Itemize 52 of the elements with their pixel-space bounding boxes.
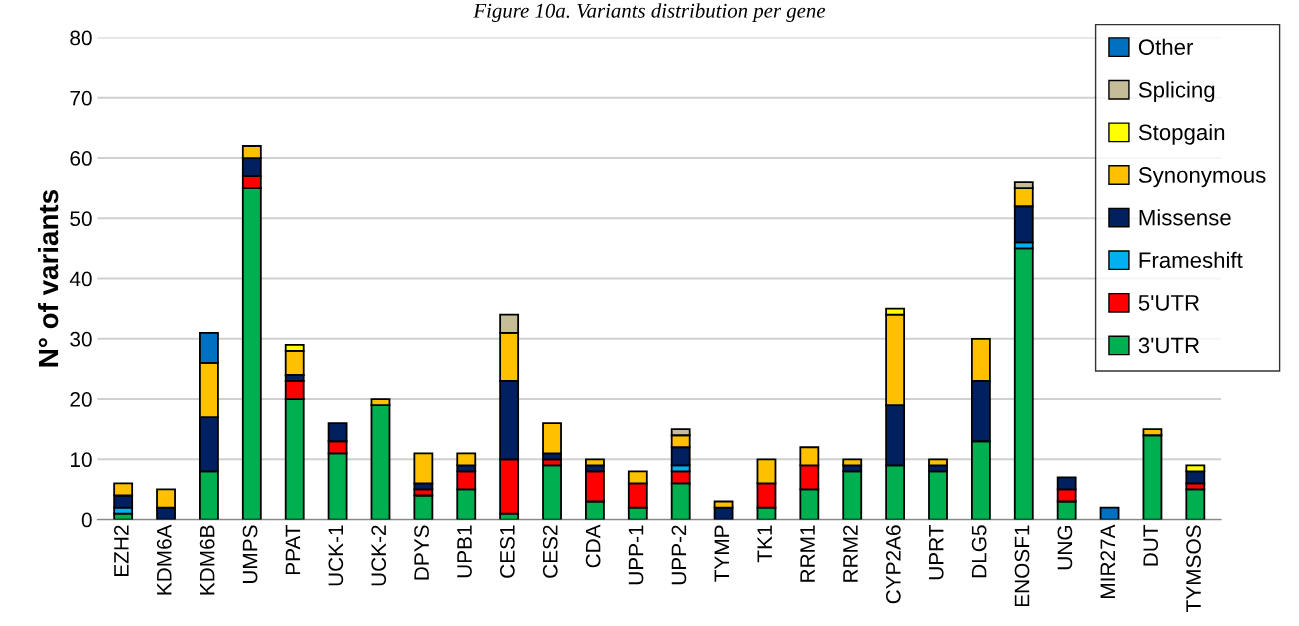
x-tick-label: DLG5 [971, 525, 987, 578]
x-tick-label: DPYS [414, 525, 429, 580]
x-tick-label: UPB1 [457, 525, 472, 578]
x-tick-label: KDM6B [199, 525, 215, 595]
y-tick-label: 0 [81, 512, 92, 528]
legend-label: Splicing [1138, 81, 1215, 103]
x-tick-label: DUT [1143, 524, 1159, 566]
y-tick-label: 10 [70, 452, 92, 468]
x-tick-label: CES1 [499, 525, 515, 578]
x-tick-label: UMPS [242, 525, 258, 584]
x-tick-label: UNG [1057, 526, 1073, 570]
x-tick-label: UCK-1 [328, 525, 344, 586]
x-tick-label: UPP-1 [628, 525, 644, 585]
x-tick-label: UCK-2 [371, 525, 387, 586]
x-tick-label: MIR27A [1100, 524, 1115, 598]
x-tick-label: CES2 [542, 525, 558, 578]
x-tick-label: RRM2 [843, 525, 858, 582]
bar [542, 464, 562, 520]
x-tick-label: RRM1 [800, 525, 815, 582]
chart-title: Figure 10a. Variants distribution per gene [473, 3, 826, 23]
y-tick-label: 30 [70, 331, 92, 347]
x-tick-label: TYMP [714, 525, 729, 582]
bar [928, 470, 948, 520]
x-tick-label: CYP2A6 [885, 525, 901, 604]
y-tick-label: 60 [70, 151, 92, 166]
x-tick-label: PPAT [285, 524, 301, 575]
x-tick-label: CDA [585, 524, 601, 568]
x-tick-label: TK1 [757, 525, 772, 563]
y-tick-label: 40 [69, 271, 92, 287]
y-axis-title: N° of variants [37, 190, 59, 367]
y-tick-label: 20 [70, 392, 92, 407]
x-tick-label: KDM6A [156, 524, 172, 595]
legend-label: Missense [1139, 209, 1231, 226]
legend-label: Frameshift [1139, 251, 1243, 269]
bar [413, 494, 434, 520]
legend-label: 3'UTR [1138, 337, 1200, 354]
legend-label: Stopgain [1138, 123, 1225, 145]
legend-label: Synonymous [1138, 167, 1266, 188]
y-tick-label: 50 [70, 211, 92, 227]
x-tick-label: EZH2 [114, 525, 129, 576]
x-tick-label: UPP-2 [671, 525, 687, 585]
x-tick-label: UPRT [929, 524, 944, 580]
y-tick-label: 70 [70, 90, 92, 106]
bar [842, 470, 863, 520]
x-tick-label: ENOSF1 [1014, 525, 1030, 607]
bar [1013, 247, 1034, 520]
legend-label: 5'UTR [1138, 295, 1200, 311]
y-tick-label: 80 [70, 30, 92, 46]
bar [1185, 488, 1206, 520]
legend-label: Other [1138, 38, 1194, 56]
bar [1099, 506, 1120, 520]
x-tick-label: TYMSOS [1186, 525, 1201, 612]
